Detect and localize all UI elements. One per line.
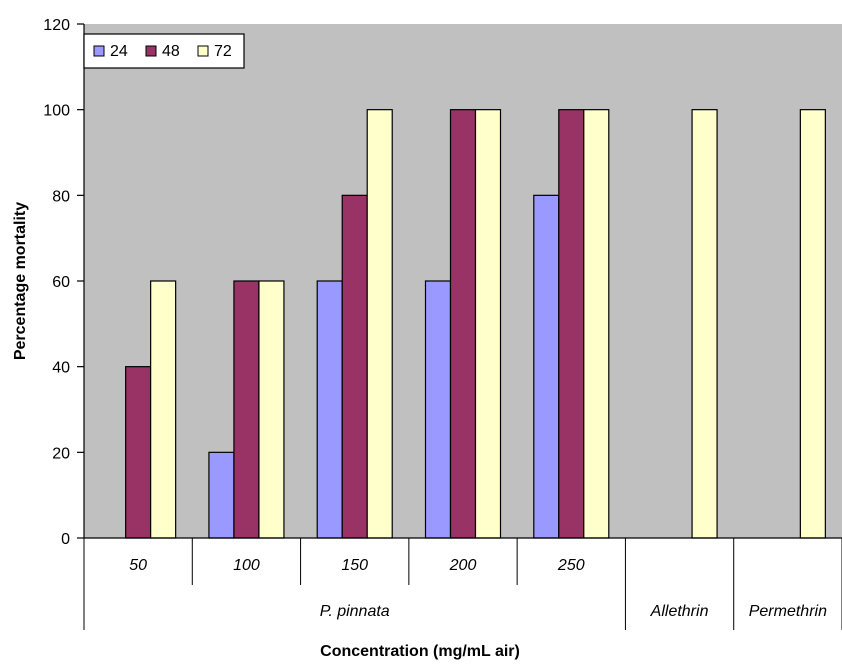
- bar-48-0: [125, 366, 152, 539]
- bar-24-2: [316, 280, 343, 539]
- x-tick-label: 250: [557, 557, 585, 574]
- y-tick-label: 60: [52, 274, 70, 291]
- y-axis: 0 20 40 60 80 100 120: [43, 17, 85, 548]
- bars-layer: [125, 109, 826, 539]
- legend-swatch-72: [197, 45, 209, 57]
- x-group-label: Permethrin: [749, 603, 827, 620]
- bar-48-4: [558, 109, 585, 539]
- bar-48-1: [233, 280, 260, 539]
- bar-24-4: [533, 194, 560, 539]
- y-tick-label: 80: [52, 188, 70, 205]
- bar-72-2: [366, 109, 393, 539]
- x-tick-label: 200: [449, 557, 477, 574]
- x-axis-title: Concentration (mg/mL air): [320, 643, 520, 660]
- y-tick-label: 120: [43, 17, 70, 34]
- y-tick-label: 20: [52, 445, 70, 462]
- legend-swatch-48: [145, 45, 157, 57]
- bar-72-5: [691, 109, 718, 539]
- legend-label-72: 72: [214, 43, 232, 60]
- y-tick-label: 40: [52, 360, 70, 377]
- x-axis: 50 100 150 200 250 P. pinnata Allethrin Permeth…: [83, 537, 842, 630]
- bar-72-0: [150, 280, 177, 539]
- bar-24-1: [208, 451, 235, 539]
- legend-label-24: 24: [110, 43, 128, 60]
- bar-48-3: [449, 109, 477, 539]
- bar-72-6: [799, 109, 826, 539]
- bar-24-3: [424, 280, 452, 539]
- x-tick-label: 150: [341, 557, 368, 574]
- x-group-label: Allethrin: [650, 603, 709, 620]
- x-tick-label: 50: [129, 557, 147, 574]
- legend: 24 48 72: [83, 33, 245, 69]
- y-tick-label: 100: [43, 103, 70, 120]
- bar-48-2: [341, 194, 368, 539]
- legend-swatch-24: [93, 45, 105, 57]
- y-axis-title: Percentage mortality: [12, 202, 29, 360]
- x-group-label: P. pinnata: [320, 603, 390, 620]
- y-tick-label: 0: [61, 531, 70, 548]
- bar-72-1: [258, 280, 285, 539]
- legend-box: [83, 33, 245, 69]
- x-tick-label: 100: [233, 557, 260, 574]
- bar-72-4: [583, 109, 610, 539]
- legend-label-48: 48: [162, 43, 180, 60]
- bar-72-3: [474, 109, 502, 539]
